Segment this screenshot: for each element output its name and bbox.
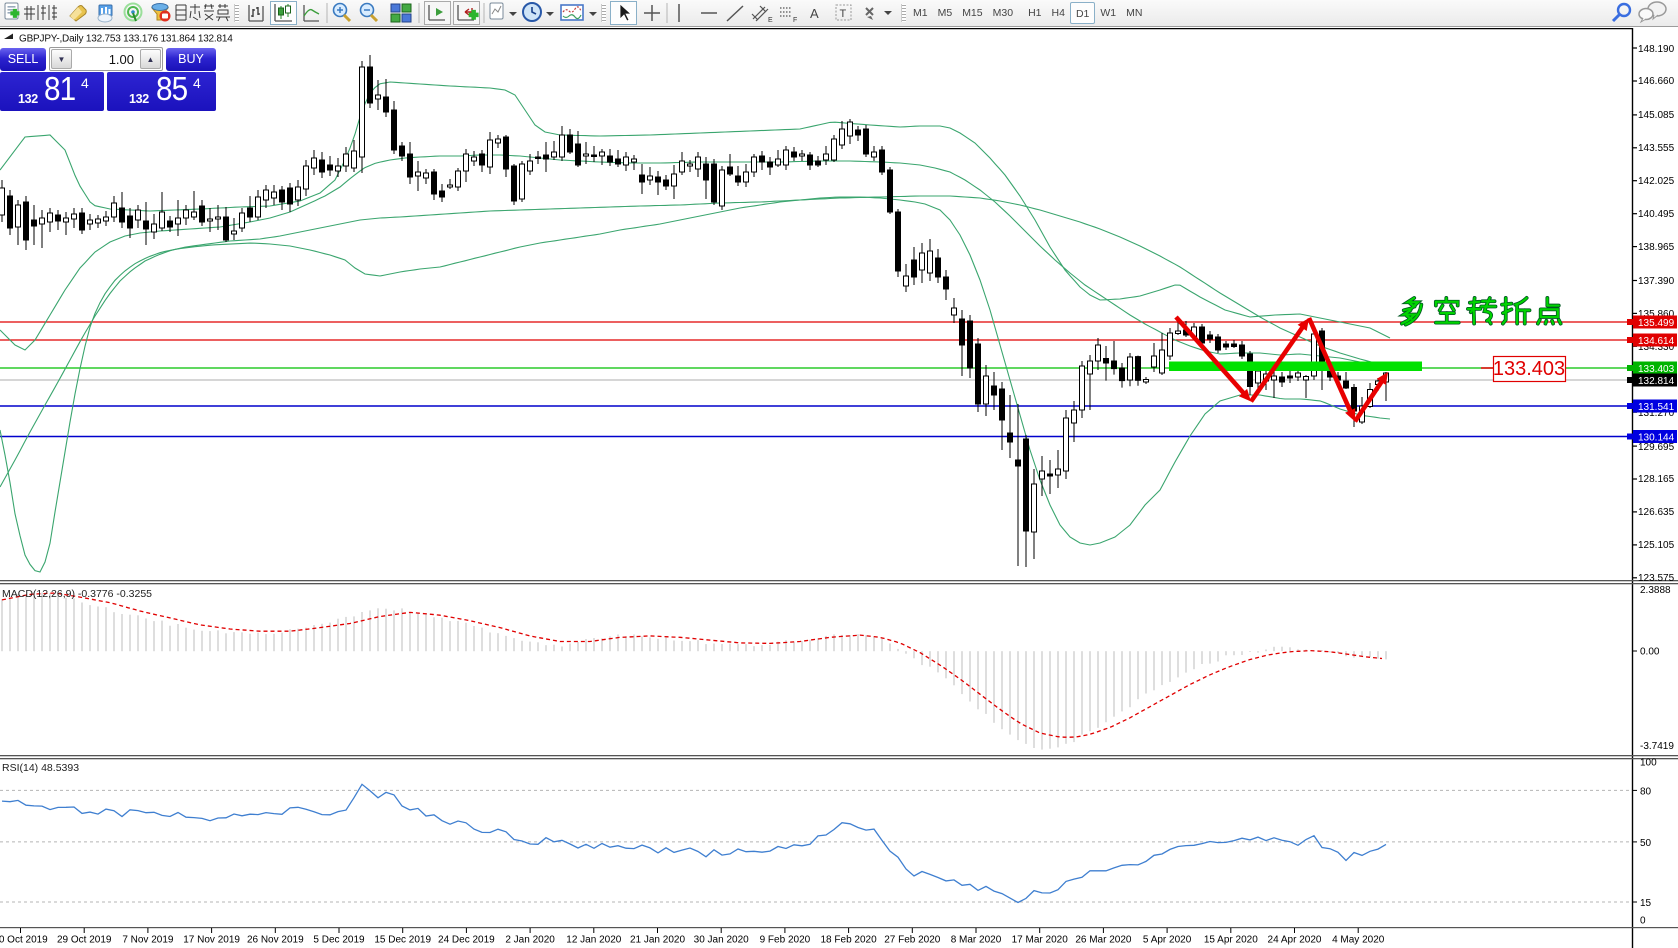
svg-text:143.555: 143.555 (1638, 143, 1675, 154)
svg-text:80: 80 (1640, 786, 1652, 797)
svg-text:8 Mar 2020: 8 Mar 2020 (951, 935, 1002, 946)
svg-text:T: T (840, 8, 847, 20)
svg-text:125.105: 125.105 (1638, 540, 1675, 551)
svg-text:5 Apr 2020: 5 Apr 2020 (1143, 935, 1192, 946)
svg-text:133.403: 133.403 (1638, 364, 1675, 375)
svg-text:GBPJPY-,Daily 132.753 133.176: GBPJPY-,Daily 132.753 133.176 131.864 13… (19, 34, 233, 45)
svg-text:21 Jan 2020: 21 Jan 2020 (630, 935, 685, 946)
svg-text:27 Feb 2020: 27 Feb 2020 (884, 935, 941, 946)
svg-text:140.495: 140.495 (1638, 209, 1675, 220)
svg-text:RSI(14) 48.5393: RSI(14) 48.5393 (2, 762, 79, 774)
svg-text:131.541: 131.541 (1638, 402, 1675, 413)
svg-text:9 Feb 2020: 9 Feb 2020 (760, 935, 811, 946)
svg-text:146.660: 146.660 (1638, 76, 1675, 87)
svg-text:30 Jan 2020: 30 Jan 2020 (694, 935, 749, 946)
svg-text:148.190: 148.190 (1638, 44, 1675, 55)
svg-text:12 Jan 2020: 12 Jan 2020 (566, 935, 621, 946)
svg-text:26 Nov 2019: 26 Nov 2019 (247, 935, 304, 946)
svg-text:129.695: 129.695 (1638, 442, 1675, 453)
svg-text:123.575: 123.575 (1638, 573, 1675, 584)
svg-text:145.085: 145.085 (1638, 110, 1675, 121)
svg-text:126.635: 126.635 (1638, 507, 1675, 518)
svg-text:F: F (793, 17, 797, 24)
svg-text:0: 0 (1640, 916, 1646, 927)
svg-text:-3.7419: -3.7419 (1640, 741, 1674, 752)
svg-text:2.3888: 2.3888 (1640, 585, 1671, 596)
svg-text:17 Nov 2019: 17 Nov 2019 (183, 935, 240, 946)
svg-text:E: E (768, 17, 773, 24)
svg-text:137.390: 137.390 (1638, 276, 1675, 287)
svg-text:134.330: 134.330 (1638, 342, 1675, 353)
svg-text:133.403: 133.403 (1493, 358, 1565, 380)
svg-text:130.144: 130.144 (1638, 433, 1675, 444)
svg-text:17 Mar 2020: 17 Mar 2020 (1012, 935, 1069, 946)
svg-text:15 Apr 2020: 15 Apr 2020 (1204, 935, 1258, 946)
svg-text:24 Dec 2019: 24 Dec 2019 (438, 935, 495, 946)
svg-text:128.165: 128.165 (1638, 474, 1675, 485)
svg-text:138.965: 138.965 (1638, 242, 1675, 253)
svg-text:100: 100 (1640, 758, 1657, 769)
svg-text:0.00: 0.00 (1640, 647, 1660, 658)
svg-text:24 Apr 2020: 24 Apr 2020 (1268, 935, 1322, 946)
svg-text:132.814: 132.814 (1638, 376, 1675, 387)
svg-text:15: 15 (1640, 898, 1652, 909)
svg-text:135.499: 135.499 (1638, 318, 1675, 329)
svg-text:4 May 2020: 4 May 2020 (1332, 935, 1385, 946)
svg-text:20 Oct 2019: 20 Oct 2019 (0, 935, 48, 946)
svg-text:134.614: 134.614 (1638, 336, 1675, 347)
svg-text:50: 50 (1640, 838, 1652, 849)
svg-text:MACD(12,26,9) -0.3776 -0.3255: MACD(12,26,9) -0.3776 -0.3255 (2, 588, 152, 600)
svg-text:7 Nov 2019: 7 Nov 2019 (122, 935, 174, 946)
svg-text:2 Jan 2020: 2 Jan 2020 (505, 935, 555, 946)
svg-text:18 Feb 2020: 18 Feb 2020 (821, 935, 878, 946)
svg-text:142.025: 142.025 (1638, 176, 1675, 187)
svg-text:29 Oct 2019: 29 Oct 2019 (57, 935, 112, 946)
svg-text:15 Dec 2019: 15 Dec 2019 (374, 935, 431, 946)
svg-text:131.270: 131.270 (1638, 408, 1675, 419)
svg-text:5 Dec 2019: 5 Dec 2019 (313, 935, 365, 946)
svg-text:26 Mar 2020: 26 Mar 2020 (1075, 935, 1132, 946)
svg-text:A: A (810, 6, 819, 21)
svg-text:135.860: 135.860 (1638, 309, 1675, 320)
